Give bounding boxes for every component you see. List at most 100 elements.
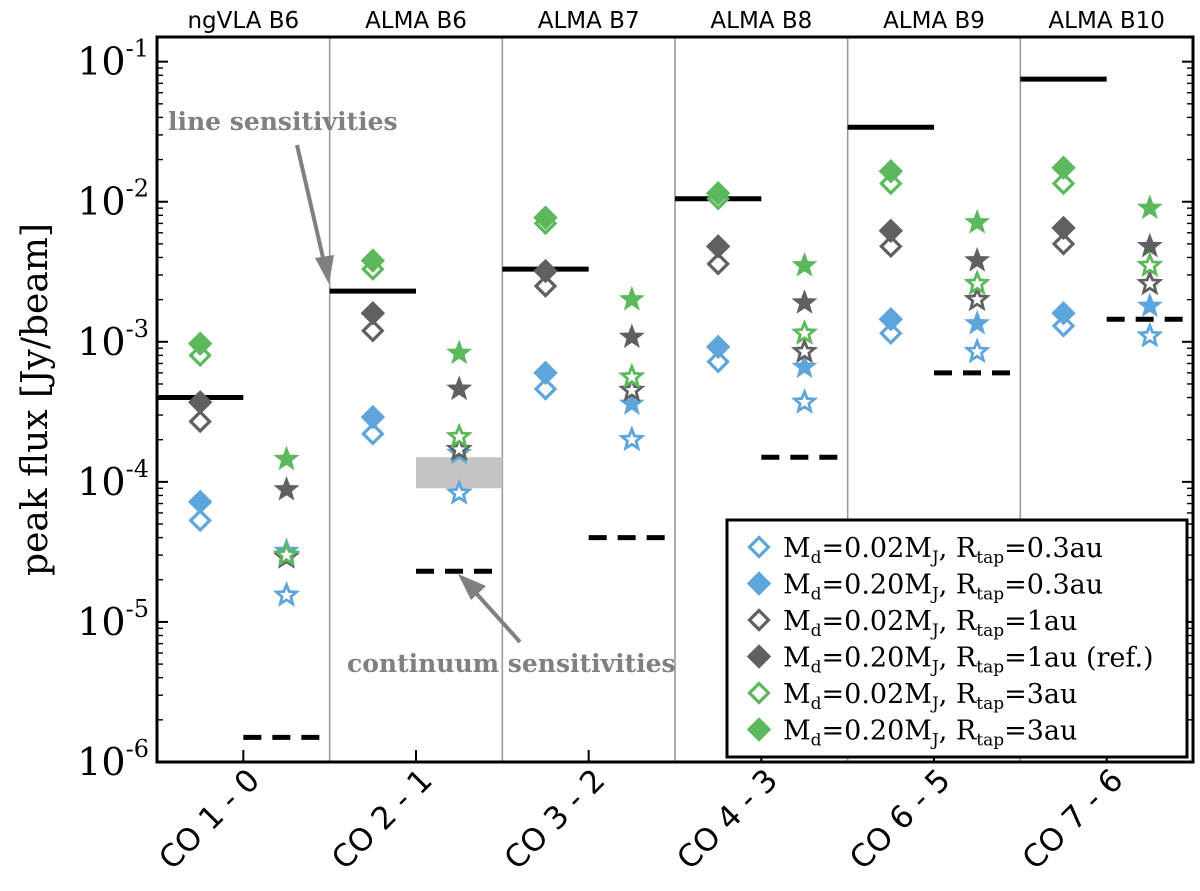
line-peak-marker bbox=[533, 360, 558, 386]
y-tick-label: 10-6 bbox=[77, 735, 149, 784]
transition-label: CO 4 - 3 bbox=[670, 762, 785, 877]
continuum-peak-marker bbox=[273, 475, 300, 501]
legend-entry: Md=0.20MJ, Rtap=1au (ref.) bbox=[783, 643, 1154, 678]
legend-marker bbox=[746, 644, 772, 669]
continuum-peak-marker bbox=[272, 580, 301, 607]
continuum-peak-marker bbox=[963, 269, 991, 296]
y-tick-label: 10-4 bbox=[77, 455, 149, 504]
continuum-peak-marker bbox=[618, 362, 646, 389]
line-peak-marker bbox=[188, 409, 212, 434]
band-label: ALMA B9 bbox=[883, 8, 985, 34]
line-peak-marker bbox=[1051, 155, 1076, 180]
continuum-peak-marker bbox=[790, 337, 819, 364]
annotation-line-sensitivities: line sensitivities bbox=[168, 107, 398, 136]
line-peak-marker bbox=[879, 234, 903, 259]
line-peak-marker bbox=[878, 306, 904, 332]
y-tick-label: 10-3 bbox=[77, 315, 149, 364]
continuum-peak-marker bbox=[791, 289, 818, 314]
annotation-arrow bbox=[295, 144, 326, 263]
legend-entry: Md=0.20MJ, Rtap=0.3au bbox=[783, 570, 1103, 605]
legend-entry: Md=0.20MJ, Rtap=3au bbox=[783, 716, 1077, 751]
continuum-peak-marker bbox=[1136, 292, 1163, 318]
legend-marker bbox=[747, 681, 771, 705]
line-peak-marker bbox=[878, 218, 904, 244]
band-label: ngVLA B6 bbox=[187, 8, 299, 34]
transition-label: CO 2 - 1 bbox=[325, 762, 440, 877]
line-peak-marker bbox=[1051, 171, 1076, 196]
continuum-peak-marker bbox=[446, 339, 473, 365]
continuum-peak-marker bbox=[1136, 321, 1164, 348]
line-peak-marker bbox=[361, 318, 385, 343]
legend-entry: Md=0.02MJ, Rtap=1au bbox=[783, 606, 1077, 641]
continuum-peak-marker bbox=[445, 422, 473, 449]
axes-frame bbox=[155, 35, 1195, 764]
continuum-peak-marker bbox=[273, 445, 300, 471]
line-peak-marker bbox=[1051, 314, 1076, 338]
legend-entry: Md=0.02MJ, Rtap=3au bbox=[783, 679, 1077, 714]
band-label: ALMA B10 bbox=[1048, 8, 1164, 34]
line-peak-marker bbox=[187, 390, 213, 415]
line-peak-marker bbox=[188, 508, 212, 533]
y-axis-label: peak flux [Jy/beam] bbox=[15, 223, 56, 576]
line-peak-marker bbox=[1051, 215, 1076, 241]
line-peak-marker bbox=[533, 377, 558, 401]
line-peak-marker bbox=[360, 248, 386, 273]
transition-label: CO 3 - 2 bbox=[498, 762, 613, 877]
legend-marker bbox=[747, 535, 771, 559]
line-peak-marker bbox=[360, 301, 386, 326]
continuum-peak-marker bbox=[1136, 251, 1164, 278]
line-peak-marker bbox=[705, 234, 731, 259]
transition-label: CO 7 - 6 bbox=[1016, 762, 1131, 877]
continuum-peak-marker bbox=[1136, 194, 1163, 220]
continuum-peak-marker bbox=[791, 353, 818, 379]
transition-label: CO 6 - 5 bbox=[843, 762, 958, 877]
annotation-continuum-sensitivities: continuum sensitivities bbox=[347, 649, 676, 678]
legend-marker bbox=[746, 717, 772, 742]
line-peak-marker bbox=[533, 274, 558, 298]
continuum-peak-marker bbox=[964, 246, 991, 272]
band-label: ALMA B7 bbox=[538, 8, 640, 34]
band-label: ALMA B6 bbox=[365, 8, 467, 34]
y-tick-label: 10-1 bbox=[77, 35, 149, 84]
continuum-peak-marker bbox=[964, 208, 991, 234]
continuum-peak-marker bbox=[964, 309, 991, 335]
continuum-peak-marker bbox=[963, 337, 991, 364]
line-peak-marker bbox=[706, 350, 730, 374]
continuum-peak-marker bbox=[618, 390, 645, 415]
line-peak-marker bbox=[361, 422, 385, 446]
line-peak-marker bbox=[187, 489, 213, 515]
legend-marker bbox=[747, 608, 771, 632]
y-tick-label: 10-2 bbox=[77, 175, 149, 224]
line-peak-marker bbox=[533, 258, 558, 284]
line-peak-marker bbox=[705, 181, 731, 206]
transition-label: CO 1 - 0 bbox=[152, 762, 267, 877]
continuum-peak-marker bbox=[445, 478, 473, 505]
continuum-peak-marker bbox=[272, 540, 301, 567]
line-peak-marker bbox=[1051, 232, 1076, 256]
y-tick-label: 10-5 bbox=[77, 595, 149, 644]
line-peak-marker bbox=[187, 331, 213, 356]
line-peak-marker bbox=[879, 321, 903, 346]
annotation-arrowhead bbox=[458, 574, 486, 600]
continuum-peak-marker bbox=[618, 323, 645, 349]
line-peak-marker bbox=[705, 334, 731, 360]
legend-marker bbox=[746, 571, 772, 596]
continuum-peak-marker bbox=[963, 285, 991, 312]
annotation-arrowhead bbox=[315, 255, 334, 284]
continuum-peak-marker bbox=[618, 425, 646, 452]
continuum-peak-marker bbox=[791, 251, 818, 277]
line-peak-marker bbox=[533, 205, 558, 230]
annotation-arrow bbox=[473, 590, 522, 644]
line-peak-marker bbox=[706, 252, 730, 276]
line-peak-marker bbox=[1051, 301, 1076, 326]
continuum-peak-marker bbox=[790, 387, 819, 414]
line-peak-marker bbox=[878, 159, 904, 184]
continuum-peak-marker bbox=[618, 285, 645, 311]
continuum-peak-marker bbox=[446, 375, 473, 401]
legend-entry: Md=0.02MJ, Rtap=0.3au bbox=[783, 533, 1103, 568]
band-label: ALMA B8 bbox=[710, 8, 812, 34]
continuum-peak-marker bbox=[790, 319, 819, 345]
continuum-peak-marker bbox=[1136, 269, 1164, 296]
legend-box bbox=[725, 518, 1189, 759]
